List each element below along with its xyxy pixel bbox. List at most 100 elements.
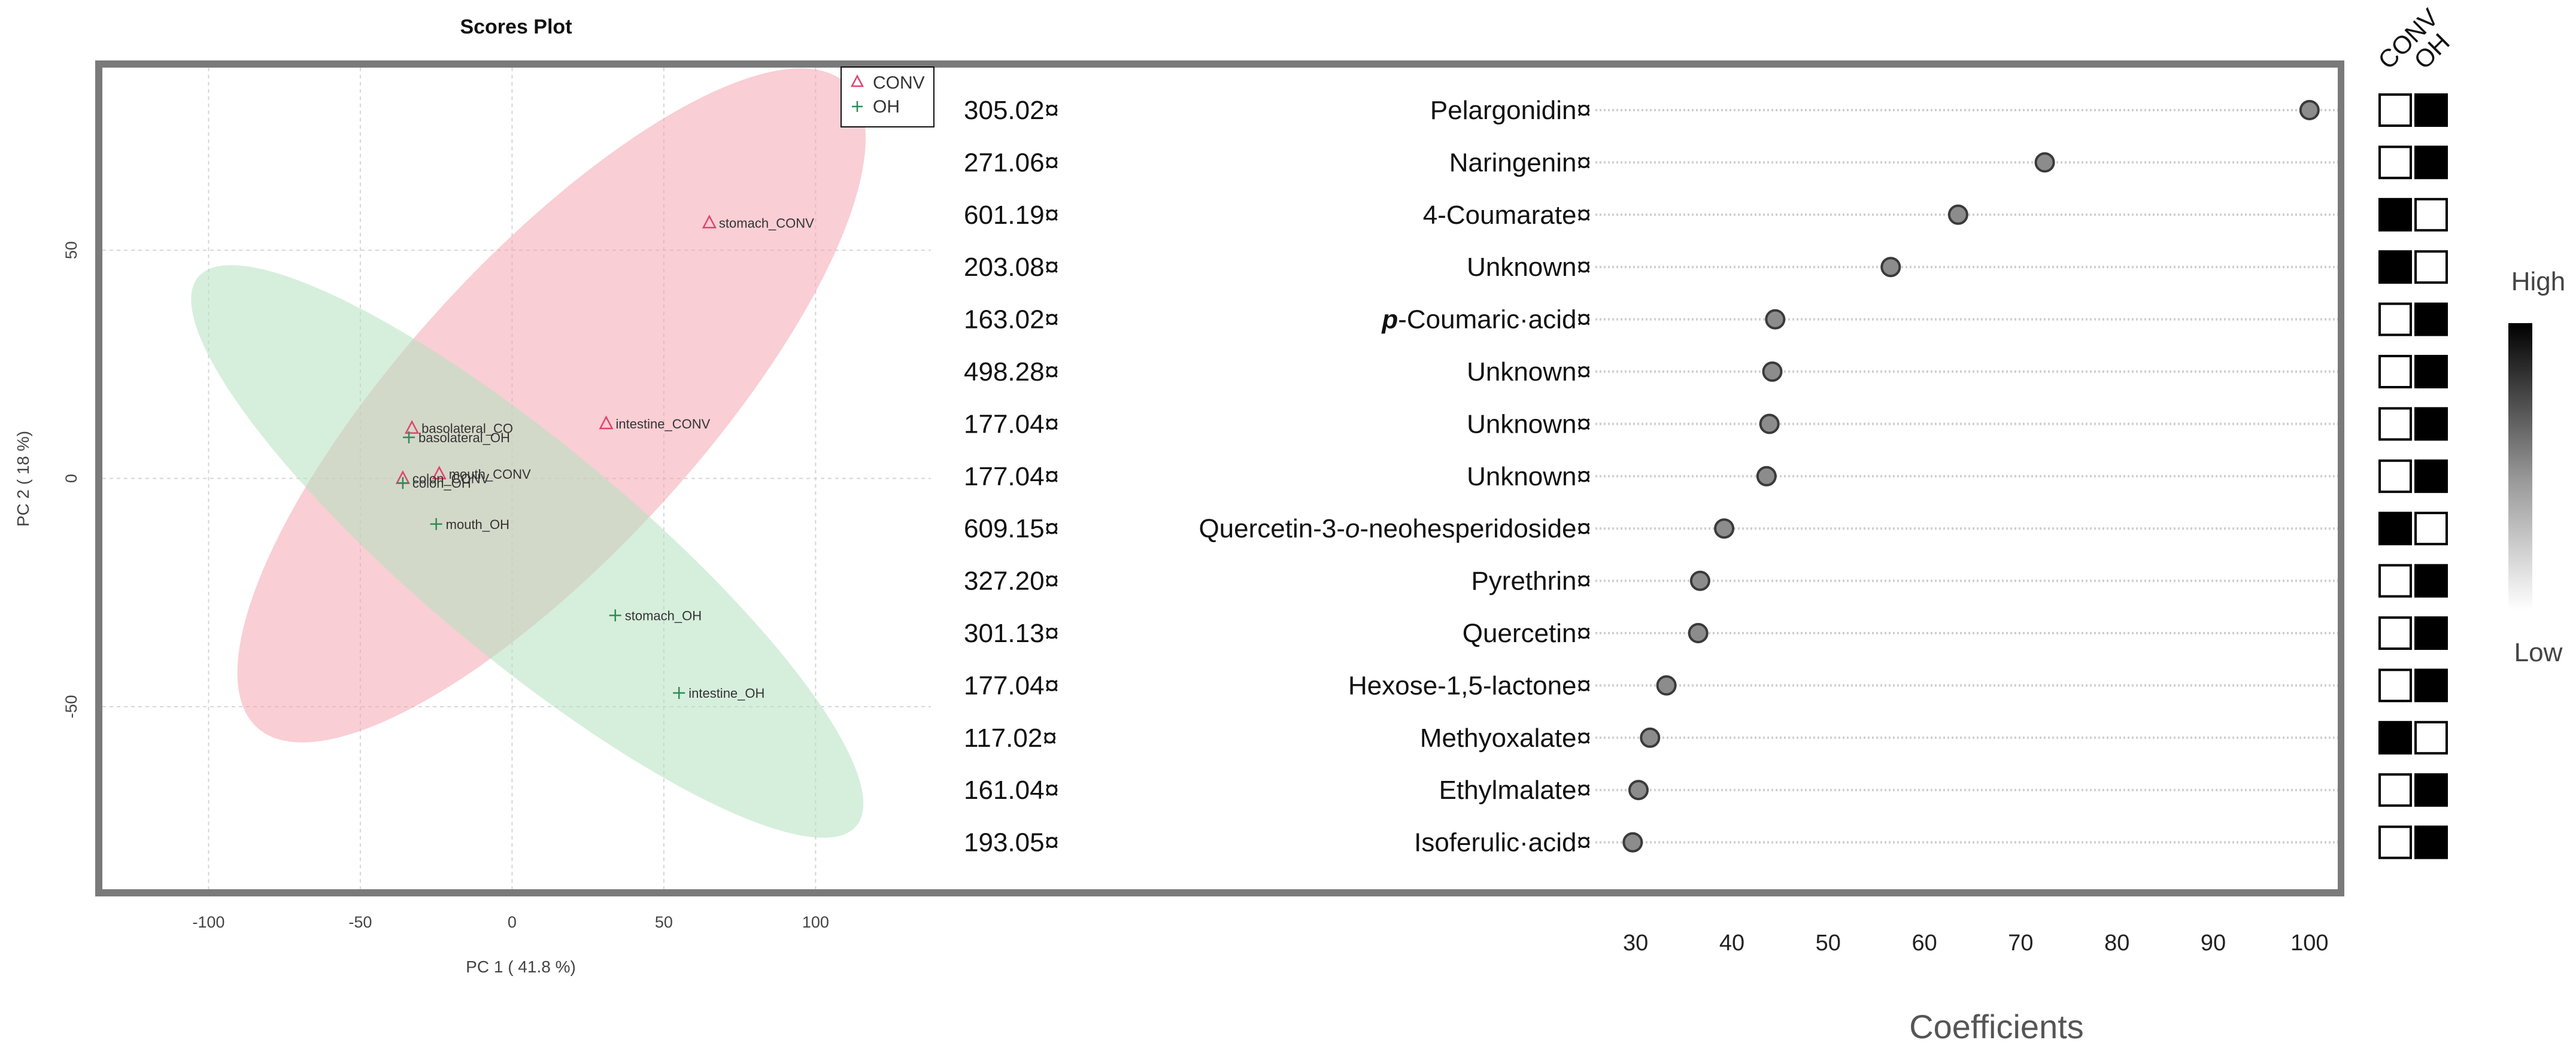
heat-cell-oh xyxy=(2414,459,2448,493)
coefficient-tick-label: 90 xyxy=(2201,931,2226,956)
mass-label: 601.19¤ xyxy=(964,200,1059,230)
heat-cell-oh xyxy=(2414,250,2448,284)
coefficient-point xyxy=(1880,257,1901,278)
coefficient-row: 177.04¤ Unknown¤ xyxy=(964,462,2338,491)
heat-cell-conv xyxy=(2378,145,2412,180)
scores-plot: Scores Plot stomach_CONVintestine_CONVba… xyxy=(14,16,934,976)
heat-cell-conv xyxy=(2378,616,2412,650)
scores-x-tick-label: -100 xyxy=(192,913,224,931)
heat-cell-conv xyxy=(2378,564,2412,598)
heat-cell-conv xyxy=(2378,302,2412,336)
heat-cell-oh xyxy=(2414,145,2448,180)
compound-label: Quercetin-3-o-neohesperidoside¤ xyxy=(1199,514,1591,543)
scores-y-tick-label: 50 xyxy=(62,241,80,259)
coefficient-tick-label: 70 xyxy=(2008,931,2033,956)
point-colon-oh xyxy=(396,477,409,490)
point-intestine-oh xyxy=(673,687,685,700)
heat-cell-conv xyxy=(2378,668,2412,703)
compound-label: Unknown¤ xyxy=(1467,357,1591,387)
legend-label: CONV xyxy=(873,73,925,93)
coefficient-row: 163.02¤ p-Coumaric·acid¤ xyxy=(964,305,2338,335)
compound-label: Unknown¤ xyxy=(1467,462,1591,491)
coefficient-point xyxy=(2299,100,2320,120)
scores-y-tick-label: 0 xyxy=(62,474,80,483)
color-scale-bar xyxy=(2508,323,2532,610)
compound-label: Pyrethrin¤ xyxy=(1471,567,1591,596)
point-mouth-conv xyxy=(432,466,447,480)
heat-cell-conv xyxy=(2378,355,2412,388)
coefficient-ticks: 30 40 50 60 70 80 90 100 xyxy=(1623,931,2329,956)
point-label: basolateral_CO xyxy=(421,421,513,436)
scores-points: stomach_CONV intestine_CONV basolateral_CO… xyxy=(395,214,814,701)
coefficient-row: 301.13¤ Quercetin¤ xyxy=(964,619,2338,648)
coefficient-tick-label: 30 xyxy=(1623,931,1648,956)
mass-label: 177.04¤ xyxy=(964,671,1059,700)
heat-cell-oh xyxy=(2414,197,2448,232)
mass-label: 193.05¤ xyxy=(964,828,1059,858)
mass-label: 177.04¤ xyxy=(964,462,1059,491)
coefficient-tick-label: 50 xyxy=(1816,931,1841,956)
coefficient-point xyxy=(1765,309,1786,330)
compound-label: Pelargonidin¤ xyxy=(1430,96,1591,125)
heat-cell-oh xyxy=(2414,407,2448,441)
mass-label: 117.02¤ xyxy=(964,723,1057,753)
heat-cell-conv xyxy=(2378,825,2412,859)
coefficient-row: 327.20¤ Pyrethrin¤ xyxy=(964,567,2338,596)
color-scale-low-label: Low xyxy=(2514,638,2563,667)
heat-cell-oh xyxy=(2414,355,2448,388)
coefficient-panel-bg xyxy=(940,68,2338,889)
ellipse-oh xyxy=(191,265,864,838)
mass-label: 271.06¤ xyxy=(964,148,1059,177)
point-label: colon_CONV xyxy=(412,472,490,487)
scores-plot-title: Scores Plot xyxy=(460,16,572,38)
compound-label: Quercetin¤ xyxy=(1463,619,1591,648)
coefficient-point xyxy=(1622,832,1643,853)
scores-y-tick-label: -50 xyxy=(62,695,80,718)
point-intestine-conv xyxy=(599,415,614,430)
heat-cell-conv xyxy=(2378,773,2412,807)
mass-label: 161.04¤ xyxy=(964,776,1059,805)
heat-cell-conv xyxy=(2378,250,2412,284)
heat-cell-oh xyxy=(2414,616,2448,650)
compound-label: Hexose-1,5-lactone¤ xyxy=(1348,671,1591,700)
heat-cell-conv xyxy=(2378,93,2412,127)
mass-label: 609.15¤ xyxy=(964,514,1059,543)
coefficient-point xyxy=(1756,466,1777,487)
heat-cell-conv xyxy=(2378,197,2412,232)
heat-cell-oh xyxy=(2414,825,2448,859)
heat-cell-oh xyxy=(2414,668,2448,703)
heat-cell-conv xyxy=(2378,512,2412,546)
mass-label: 163.02¤ xyxy=(964,305,1059,335)
coefficient-point xyxy=(2034,152,2055,173)
legend-plus-icon xyxy=(852,101,863,112)
point-label: stomach_CONV xyxy=(719,215,814,230)
heat-cell-conv xyxy=(2378,407,2412,441)
heat-cell-conv xyxy=(2378,459,2412,493)
compound-label: Naringenin¤ xyxy=(1449,148,1591,177)
point-label: mouth_OH xyxy=(446,517,509,532)
heat-cell-oh xyxy=(2414,302,2448,336)
scores-y-axis-label: PC 2 ( 18 %) xyxy=(14,431,32,527)
coefficient-row: 498.28¤ Unknown¤ xyxy=(964,357,2338,387)
coefficient-point xyxy=(1947,204,1968,225)
coefficient-row: 305.02¤ Pelargonidin¤ xyxy=(964,96,2338,125)
point-basolateral-co xyxy=(405,419,420,434)
compound-label: Isoferulic·acid¤ xyxy=(1414,828,1591,858)
mass-label: 177.04¤ xyxy=(964,409,1059,439)
compound-label: 4-Coumarate¤ xyxy=(1423,200,1591,230)
mass-label: 203.08¤ xyxy=(964,253,1059,282)
heat-cell-oh xyxy=(2414,512,2448,546)
scores-x-axis-label: PC 1 ( 41.8 %) xyxy=(466,957,576,976)
color-scale: High Low xyxy=(2508,267,2565,667)
point-stomach-conv xyxy=(702,214,717,229)
compound-label: Ethylmalate¤ xyxy=(1439,776,1591,805)
coefficient-row: 117.02¤ Methyoxalate¤ xyxy=(964,723,2338,753)
coefficient-row: 271.06¤ Naringenin¤ xyxy=(964,148,2338,177)
heat-cell-oh xyxy=(2414,720,2448,755)
point-basolateral-oh xyxy=(403,431,415,443)
scores-ellipses xyxy=(191,68,866,838)
heat-cell-oh xyxy=(2414,564,2448,598)
coefficient-point xyxy=(1640,727,1661,748)
coefficient-tick-label: 100 xyxy=(2290,931,2328,956)
